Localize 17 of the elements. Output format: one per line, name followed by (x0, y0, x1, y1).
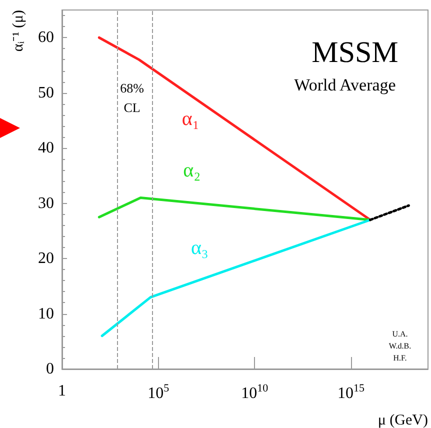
y-tick-label: 10 (38, 305, 54, 322)
series-label: α₂ (183, 160, 201, 182)
y-tick-label: 30 (38, 194, 54, 212)
y-tick-label: 0 (46, 360, 54, 378)
annotation: MSSM (312, 36, 398, 69)
annotation: World Average (294, 75, 396, 94)
y-tick-label: 20 (38, 250, 54, 268)
y-tick-label: 40 (38, 140, 54, 157)
y-tick-label: 60 (38, 29, 54, 46)
x-tick-label: 1 (58, 382, 66, 400)
y-tick-label: 50 (38, 84, 54, 102)
x-axis-title: μ (GeV) (378, 412, 428, 428)
annotation: 68% CL (120, 80, 144, 115)
annotation: U.A. W.d.B. H.F. (388, 330, 412, 362)
series-label: α₁ (182, 108, 200, 130)
y-axis-title: αᵢ⁻¹ (μ) (10, 10, 26, 52)
series-label: α₃ (190, 237, 208, 260)
